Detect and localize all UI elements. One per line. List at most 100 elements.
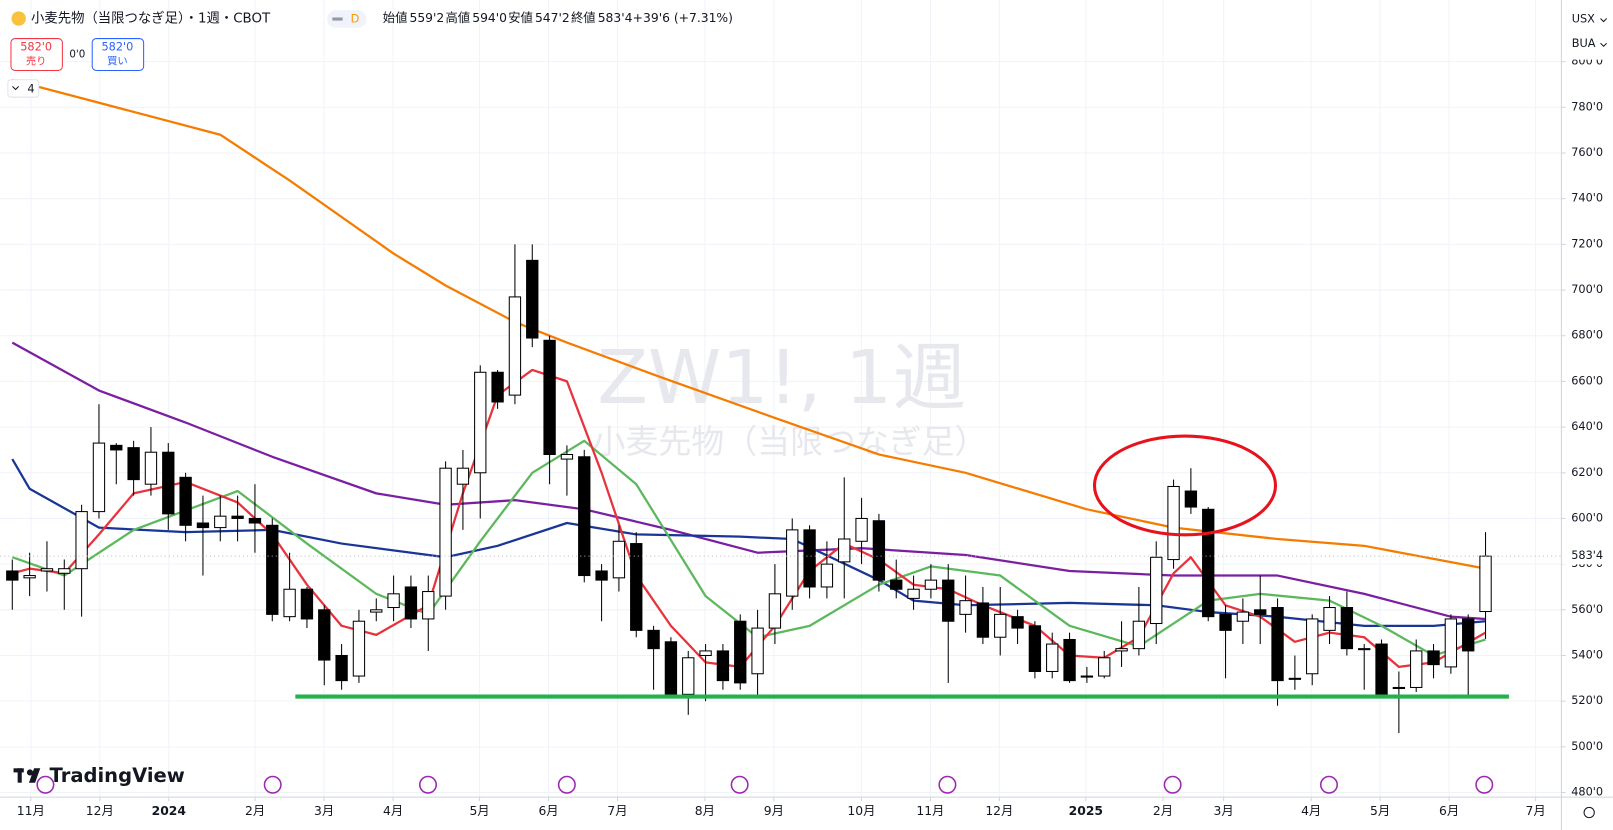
candle-body (1150, 556, 1163, 625)
mode-chevron (1600, 42, 1608, 48)
candle-body (75, 511, 88, 570)
candle-body (1410, 650, 1423, 688)
candle-body (734, 620, 747, 684)
highlight-ellipse (1092, 434, 1278, 537)
spread: 0'0 (69, 49, 85, 61)
candle-body (768, 593, 782, 629)
candle-body (1098, 657, 1111, 677)
candle-body (664, 641, 678, 695)
settings-icon[interactable] (1583, 806, 1595, 819)
candle-body (58, 568, 71, 574)
candle-body (924, 579, 938, 590)
y-tick-label: 620'0 (1571, 466, 1603, 479)
unit-mode[interactable]: BUA (1572, 37, 1596, 50)
candle-body (595, 570, 608, 581)
symbol-title[interactable]: 小麦先物（当限つなぎ足）・1週・CBOT (31, 11, 271, 27)
candle-body (352, 620, 366, 677)
candle-body (144, 451, 158, 485)
candle-body (976, 602, 990, 638)
x-tick-label: 6月 (538, 804, 558, 818)
candle-body (370, 609, 383, 613)
y-tick-label: 540'0 (1571, 648, 1603, 661)
x-tick-label: 10月 (847, 804, 875, 818)
ohlc-label: 終値 (571, 10, 596, 25)
candle-body (560, 453, 574, 460)
ohlc-value: 559'2 (409, 11, 444, 25)
event-icon[interactable] (263, 775, 282, 794)
candle-body (959, 600, 972, 615)
candle-body (820, 563, 834, 588)
candle-body (1444, 618, 1458, 668)
candle-body (1219, 613, 1232, 631)
ohlc-label: 高値 (445, 10, 470, 25)
candle-body (127, 447, 140, 481)
symbol-icon (11, 11, 26, 26)
candle-body (1046, 643, 1059, 672)
candle-body (1323, 607, 1336, 631)
candle-body (266, 524, 279, 615)
candle-body (630, 543, 643, 631)
candle-body (838, 538, 851, 563)
candle-body (1288, 677, 1302, 680)
candle-body (716, 650, 730, 682)
candle-body (1392, 686, 1406, 690)
event-icon[interactable] (36, 775, 55, 794)
candle-body (474, 371, 487, 474)
ohlc-label: 安値 (508, 10, 533, 25)
sell-price: 582'0 (20, 40, 52, 53)
x-tick-label: 9月 (764, 804, 784, 818)
candle-body (872, 520, 886, 581)
x-tick-label: 2025 (1069, 804, 1103, 818)
y-tick-label: 660'0 (1571, 374, 1603, 387)
event-icon[interactable] (419, 775, 438, 794)
x-tick-label: 3月 (314, 804, 334, 818)
candle-body (647, 629, 660, 650)
sell-label: 売り (26, 55, 47, 68)
x-tick-label: 7月 (1526, 804, 1546, 818)
candle-body (92, 442, 106, 513)
candle-body (803, 529, 816, 588)
axes: 480'0500'0520'0540'0560'0580'0600'0620'0… (0, 55, 1610, 818)
event-icon[interactable] (730, 775, 749, 794)
badge-bg (327, 10, 367, 28)
x-tick-label: 11月 (916, 804, 944, 818)
candle-body (1306, 618, 1319, 675)
indicators-toggle[interactable] (7, 79, 40, 98)
header: 小麦先物（当限つなぎ足）・1週・CBOT D 始値 559'2 高値 594'0… (7, 10, 733, 98)
candle-body (1479, 555, 1492, 613)
candle-body (1236, 611, 1250, 622)
candle-body (6, 570, 19, 581)
candle-body (1011, 616, 1024, 629)
candle-body (682, 657, 695, 695)
candle-body (1375, 643, 1388, 695)
last-price-bg (1562, 547, 1610, 565)
logo: TradingView (13, 764, 185, 787)
sell-button[interactable] (10, 38, 63, 71)
x-tick-label: 8月 (695, 804, 715, 818)
candle-body (404, 586, 418, 620)
event-icon[interactable] (557, 775, 576, 794)
candle-body (1063, 638, 1076, 682)
candle-body (508, 296, 522, 396)
candle-body (196, 522, 210, 529)
buy-button[interactable] (91, 38, 145, 71)
candle-body (1184, 490, 1198, 508)
candle-body (248, 517, 262, 524)
event-icon[interactable] (938, 775, 957, 794)
badge[interactable]: D (351, 13, 360, 26)
candle-body (1080, 675, 1094, 678)
event-icon[interactable] (1475, 775, 1494, 794)
y-tick-label: 520'0 (1571, 694, 1603, 707)
buy-price: 582'0 (101, 40, 133, 53)
ma-line (11, 341, 1486, 621)
last-price-label: 583'4 (1571, 549, 1603, 562)
event-icon[interactable] (1163, 775, 1182, 794)
change: +39'6 (+7.31%) (633, 11, 733, 25)
indicators-count: 4 (27, 82, 34, 95)
x-tick-label: 12月 (86, 804, 114, 818)
event-icon[interactable] (1319, 775, 1338, 794)
currency[interactable]: USX (1572, 13, 1595, 26)
